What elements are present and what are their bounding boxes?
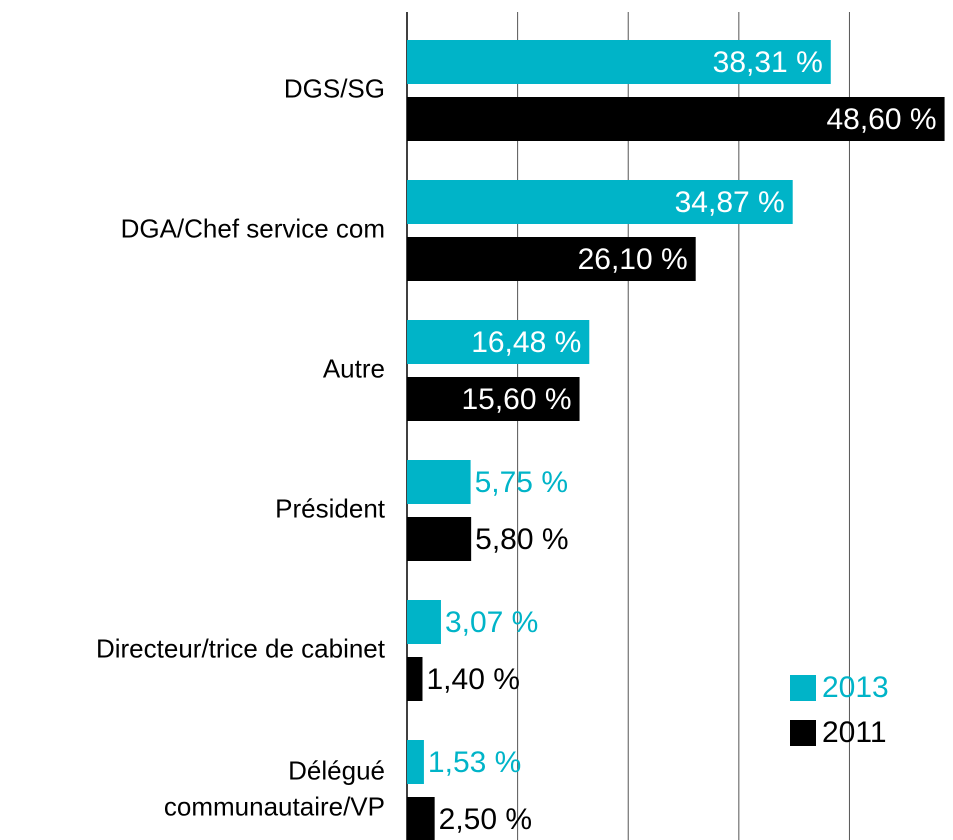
category-label: Président (275, 493, 386, 523)
category-label: DGA/Chef service com (121, 213, 385, 243)
value-label: 16,48 % (471, 326, 581, 359)
value-label: 1,40 % (426, 663, 519, 696)
category-label: Délégué communautaire/VP (164, 755, 385, 821)
category-label-line: Président (275, 493, 386, 523)
category-label: Autre (323, 353, 385, 383)
value-label: 15,60 % (461, 383, 571, 416)
value-label: 34,87 % (675, 186, 785, 219)
category-label-line: DGA/Chef service com (121, 213, 385, 243)
category-label-line: Délégué (288, 755, 385, 785)
value-label: 26,10 % (578, 243, 688, 276)
value-label: 3,07 % (445, 606, 538, 639)
category-label: Directeur/trice de cabinet (96, 633, 386, 663)
legend-label: 2011 (822, 716, 887, 749)
bar (407, 740, 424, 784)
bar (407, 600, 441, 644)
bar (407, 40, 831, 84)
category-label-line: communautaire/VP (164, 791, 385, 821)
bar (407, 657, 423, 701)
value-label: 5,80 % (475, 523, 568, 556)
bar (407, 320, 590, 364)
bar (407, 97, 945, 141)
legend-swatch (790, 720, 816, 746)
category-label: DGS/SG (284, 73, 385, 103)
legend-swatch (790, 675, 816, 701)
value-label: 2,50 % (439, 803, 532, 836)
bar (407, 797, 435, 840)
bar (407, 237, 696, 281)
category-label-line: DGS/SG (284, 73, 385, 103)
value-label: 1,53 % (428, 746, 521, 779)
value-label: 48,60 % (826, 103, 936, 136)
category-label-line: Directeur/trice de cabinet (96, 633, 386, 663)
value-label: 38,31 % (713, 46, 823, 79)
category-label-line: Autre (323, 353, 385, 383)
bar (407, 517, 472, 561)
bar (407, 460, 471, 504)
bar (407, 377, 580, 421)
bar (407, 180, 793, 224)
legend-label: 2013 (822, 671, 889, 704)
value-label: 5,75 % (475, 466, 568, 499)
